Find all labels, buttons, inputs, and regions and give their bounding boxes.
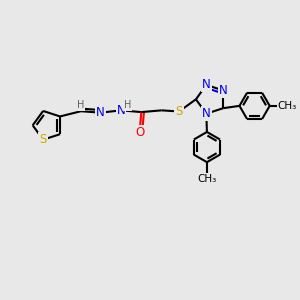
Text: S: S xyxy=(39,133,47,146)
Text: N: N xyxy=(202,78,211,92)
Text: N: N xyxy=(202,107,211,120)
Text: H: H xyxy=(76,100,84,110)
Text: N: N xyxy=(96,106,105,119)
Text: CH₃: CH₃ xyxy=(278,101,297,111)
Text: N: N xyxy=(117,104,125,117)
Text: N: N xyxy=(219,84,228,97)
Text: S: S xyxy=(176,105,183,118)
Text: O: O xyxy=(135,126,145,139)
Text: CH₃: CH₃ xyxy=(197,174,217,184)
Text: H: H xyxy=(124,100,131,110)
